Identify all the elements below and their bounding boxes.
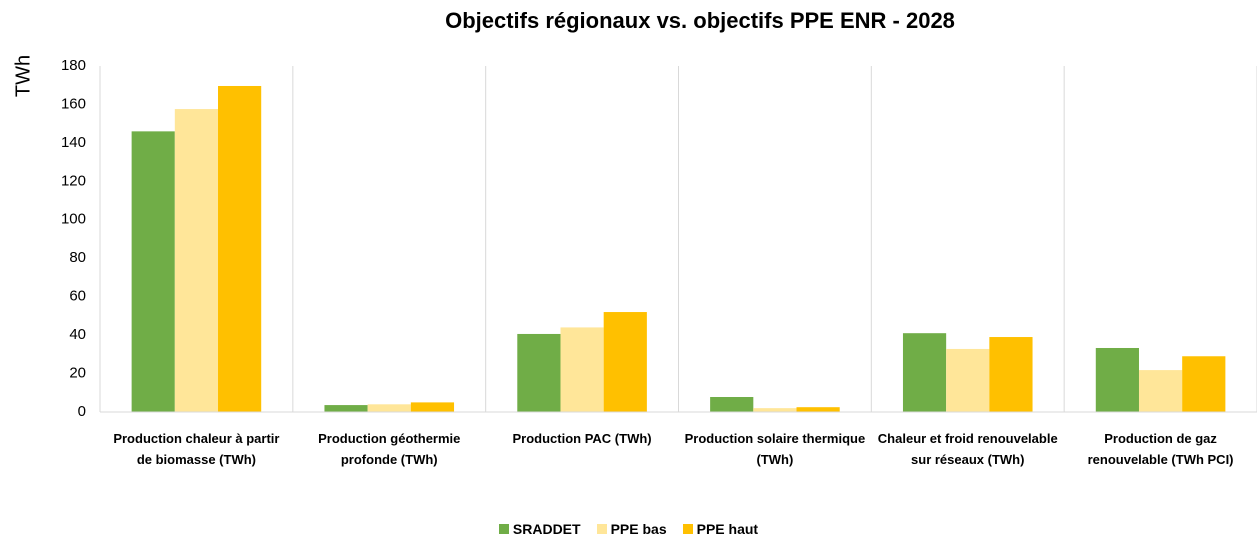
bar xyxy=(324,405,368,412)
y-tick-label: 20 xyxy=(69,365,86,382)
bar xyxy=(410,402,455,412)
legend: SRADDET PPE bas PPE haut xyxy=(0,521,1257,537)
legend-swatch xyxy=(596,524,607,534)
legend-swatch xyxy=(682,524,693,534)
bar xyxy=(560,327,604,412)
bar xyxy=(174,109,219,413)
y-tick-label: 160 xyxy=(61,95,86,112)
bar xyxy=(1095,347,1139,412)
bar xyxy=(946,348,990,412)
legend-swatch xyxy=(498,524,509,534)
bar xyxy=(131,131,175,412)
legend-item: PPE bas xyxy=(596,521,667,537)
y-tick-label: 80 xyxy=(69,249,86,266)
chart-title: Objectifs régionaux vs. objectifs PPE EN… xyxy=(445,8,955,33)
legend-label: SRADDET xyxy=(512,521,581,537)
y-tick-label: 180 xyxy=(61,57,86,74)
legend-label: PPE bas xyxy=(610,521,667,537)
y-tick-label: 0 xyxy=(78,403,86,420)
x-tick-label: Production géothermie profonde (TWh) xyxy=(318,431,461,467)
y-tick-label: 40 xyxy=(69,326,86,343)
y-tick-label: 60 xyxy=(69,288,86,305)
legend-item: SRADDET xyxy=(498,521,581,537)
legend-label: PPE haut xyxy=(696,521,759,537)
x-tick-label: Chaleur et froid renouvelable sur réseau… xyxy=(877,431,1058,467)
bar xyxy=(902,333,947,412)
x-tick-label: Production PAC (TWh) xyxy=(512,431,652,446)
bar xyxy=(517,333,561,412)
x-tick-label: Production chaleur à partir de biomasse … xyxy=(113,431,280,467)
y-tick-label: 100 xyxy=(61,211,86,228)
y-tick-label: 140 xyxy=(61,134,86,151)
bar xyxy=(796,407,840,412)
bar xyxy=(1182,356,1226,412)
legend-item: PPE haut xyxy=(682,521,759,537)
x-tick-label: Production de gaz renouvelable (TWh PCI) xyxy=(1087,431,1234,467)
y-axis-label: TWh xyxy=(12,55,34,97)
bar xyxy=(603,312,647,412)
bar xyxy=(753,408,797,412)
y-tick-label: 120 xyxy=(61,172,86,189)
bar xyxy=(367,404,411,412)
bar xyxy=(1138,370,1183,412)
bar xyxy=(710,397,754,412)
x-tick-label: Production solaire thermique (TWh) xyxy=(684,431,866,467)
bar xyxy=(989,337,1033,412)
bar xyxy=(218,85,262,412)
